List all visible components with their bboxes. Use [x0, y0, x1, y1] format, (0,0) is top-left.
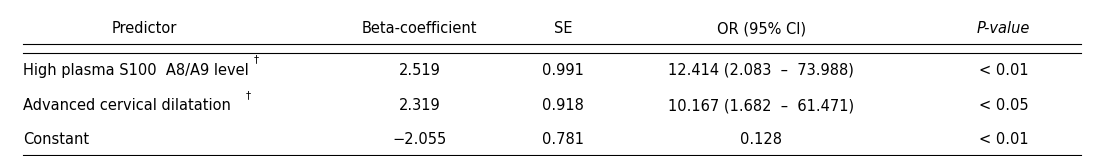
Text: −2.055: −2.055 [393, 132, 447, 147]
Text: 0.128: 0.128 [741, 132, 783, 147]
Text: 0.918: 0.918 [542, 98, 584, 113]
Text: SE: SE [554, 22, 572, 37]
Text: Constant: Constant [23, 132, 89, 147]
Text: < 0.01: < 0.01 [978, 63, 1028, 78]
Text: †: † [253, 55, 258, 65]
Text: High plasma S100  A8/A9 level: High plasma S100 A8/A9 level [23, 63, 250, 78]
Text: †: † [245, 90, 251, 100]
Text: 0.781: 0.781 [542, 132, 584, 147]
Text: OR (95% CI): OR (95% CI) [716, 22, 806, 37]
Text: 0.991: 0.991 [542, 63, 584, 78]
Text: Predictor: Predictor [112, 22, 178, 37]
Text: 12.414 (2.083  –  73.988): 12.414 (2.083 – 73.988) [668, 63, 854, 78]
Text: 10.167 (1.682  –  61.471): 10.167 (1.682 – 61.471) [668, 98, 854, 113]
Text: 2.519: 2.519 [399, 63, 440, 78]
Text: Advanced cervical dilatation: Advanced cervical dilatation [23, 98, 232, 113]
Text: Beta-coefficient: Beta-coefficient [362, 22, 478, 37]
Text: < 0.01: < 0.01 [978, 132, 1028, 147]
Text: P-value: P-value [977, 22, 1030, 37]
Text: 2.319: 2.319 [399, 98, 440, 113]
Text: < 0.05: < 0.05 [978, 98, 1028, 113]
